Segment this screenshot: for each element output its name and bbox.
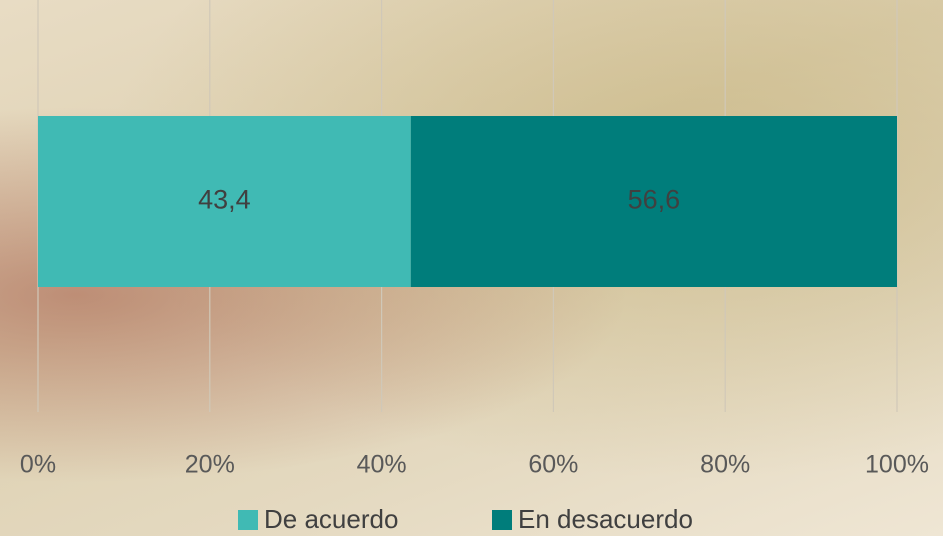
legend-swatch <box>238 510 258 530</box>
x-tick-label: 60% <box>528 451 578 479</box>
x-tick-label: 40% <box>357 451 407 479</box>
data-label: 43,4 <box>198 185 251 215</box>
slide: 0% 20% 40% 60% 80% 100% 43,4 56,6 De acuerdo En d… <box>0 0 943 536</box>
data-label: 56,6 <box>628 185 681 215</box>
legend-swatch <box>492 510 512 530</box>
legend-label: De acuerdo <box>264 504 398 534</box>
x-tick-label: 100% <box>865 451 929 479</box>
x-tick-label: 0% <box>20 451 56 479</box>
legend-label: En desacuerdo <box>518 504 693 534</box>
chart: 0% 20% 40% 60% 80% 100% 43,4 56,6 De acuerdo En d… <box>0 0 943 536</box>
x-tick-label: 20% <box>185 451 235 479</box>
x-tick-label: 80% <box>700 451 750 479</box>
